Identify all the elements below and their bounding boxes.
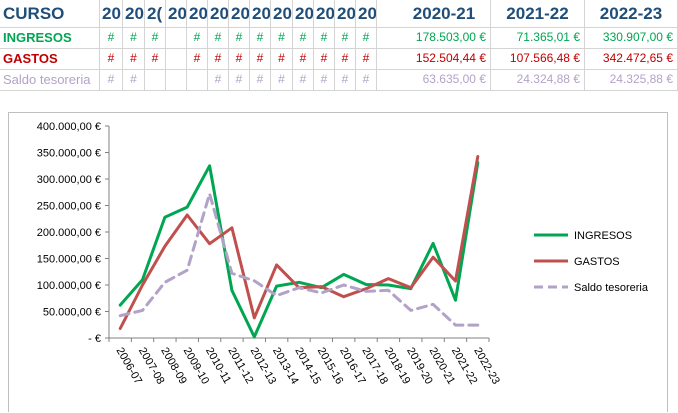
overflow-value-cell[interactable]: # [100, 27, 123, 48]
year-header-cell[interactable]: 20 [208, 0, 229, 27]
y-tick-label: 50.000,00 € [43, 307, 101, 319]
y-tick-label: 100.000,00 € [37, 280, 101, 292]
overflow-value-cell[interactable]: # [335, 69, 356, 90]
year-header-cell[interactable]: 20 [250, 0, 271, 27]
series-line-saldo-tesoreria [118, 192, 480, 327]
overflow-value-cell[interactable]: # [145, 27, 166, 48]
y-tick-label: 350.000,00 € [37, 148, 101, 160]
row-label-cell[interactable]: GASTOS [0, 48, 100, 69]
legend-label: INGRESOS [574, 230, 632, 242]
year-header-2020-21[interactable]: 2020-21 [398, 0, 491, 27]
overflow-value-cell[interactable]: # [271, 48, 293, 69]
overflow-value-cell[interactable]: # [293, 27, 314, 48]
overflow-value-cell[interactable]: # [229, 69, 250, 90]
year-header-2022-23[interactable]: 2022-23 [585, 0, 678, 27]
overflow-value-cell[interactable]: # [229, 48, 250, 69]
overflow-value-cell[interactable] [187, 69, 208, 90]
overflow-value-cell[interactable]: # [123, 48, 145, 69]
overflow-value-cell[interactable]: # [250, 48, 271, 69]
overflow-value-cell[interactable] [166, 69, 187, 90]
row-label-cell[interactable]: INGRESOS [0, 27, 100, 48]
gastos-row: GASTOS # # # # # # # # # # # #152.504,44 €107.566,48… [0, 48, 678, 70]
y-tick-label: 300.000,00 € [37, 174, 101, 186]
overflow-value-cell[interactable]: # [293, 48, 314, 69]
overflow-value-cell[interactable]: # [145, 48, 166, 69]
overflow-value-cell[interactable]: # [314, 48, 335, 69]
overflow-value-cell[interactable]: # [314, 27, 335, 48]
currency-value-cell[interactable]: 342.472,65 € [585, 48, 678, 69]
year-header-cell[interactable]: 20 [187, 0, 208, 27]
currency-value-cell[interactable]: 24.325,88 € [585, 69, 678, 90]
overflow-value-cell[interactable]: # [100, 48, 123, 69]
currency-value-cell[interactable]: 71.365,01 € [491, 27, 585, 48]
overflow-value-cell[interactable]: # [250, 27, 271, 48]
year-header-cell[interactable]: 20 [335, 0, 356, 27]
overflow-value-cell[interactable]: # [123, 27, 145, 48]
overflow-value-cell[interactable]: # [208, 27, 229, 48]
year-header-cell[interactable]: 20 [293, 0, 314, 27]
overflow-value-cell[interactable]: # [335, 27, 356, 48]
overflow-value-cell[interactable]: # [187, 27, 208, 48]
series-line-ingresos [118, 161, 480, 339]
year-header-cell[interactable]: 20 [314, 0, 335, 27]
overflow-value-cell[interactable]: # [187, 48, 208, 69]
overflow-value-cell[interactable]: # [100, 69, 123, 90]
currency-value-cell[interactable]: 63.635,00 € [398, 69, 491, 90]
year-header-cell[interactable]: 20 [356, 0, 377, 27]
overflow-value-cell[interactable]: # [250, 69, 271, 90]
series-line-gastos [118, 155, 480, 330]
year-header-cell[interactable]: 20 [166, 0, 187, 27]
currency-value-cell[interactable]: 178.503,00 € [398, 27, 491, 48]
currency-value-cell[interactable]: 107.566,48 € [491, 48, 585, 69]
overflow-value-cell[interactable]: # [293, 69, 314, 90]
year-header-cell[interactable]: 20 [271, 0, 293, 27]
currency-value-cell[interactable]: 152.504,44 € [398, 48, 491, 69]
overflow-value-cell[interactable]: # [356, 48, 377, 69]
ingresos-row: INGRESOS # # # # # # # # # # # #178.503,00 €71.365,0… [0, 27, 678, 49]
overflow-value-cell[interactable]: # [356, 69, 377, 90]
year-header-cell[interactable]: 20 [229, 0, 250, 27]
overflow-value-cell[interactable]: # [271, 27, 293, 48]
y-tick-label: 200.000,00 € [37, 227, 101, 239]
currency-value-cell[interactable]: 24.324,88 € [491, 69, 585, 90]
header-row: CURSO 20 20 2(20 20 20 20 20 20 20 20 20 20 2020-21… [0, 0, 678, 28]
y-tick-label: 250.000,00 € [37, 201, 101, 213]
y-tick-label: 150.000,00 € [37, 254, 101, 266]
saldo-row: Saldo tesoreria # # # # # # # # # #63.635,00 €24.3… [0, 69, 678, 91]
overflow-value-cell[interactable] [145, 69, 166, 90]
y-tick-label: - € [88, 333, 101, 345]
year-header-cell[interactable]: 20 [100, 0, 123, 27]
overflow-value-cell[interactable]: # [314, 69, 335, 90]
legend-label: Saldo tesoreria [574, 282, 649, 294]
overflow-value-cell[interactable]: # [123, 69, 145, 90]
overflow-value-cell[interactable]: # [271, 69, 293, 90]
overflow-value-cell[interactable]: # [356, 27, 377, 48]
year-header-2021-22[interactable]: 2021-22 [491, 0, 585, 27]
overflow-value-cell[interactable]: # [208, 48, 229, 69]
overflow-value-cell[interactable]: # [335, 48, 356, 69]
currency-value-cell[interactable]: 330.907,00 € [585, 27, 678, 48]
y-tick-label: 400.000,00 € [37, 121, 101, 133]
curso-header-cell[interactable]: CURSO [0, 0, 100, 27]
chart-canvas: 400.000,00 € 350.000,00 € 300.000,00 € 250.… [37, 121, 649, 386]
overflow-value-cell[interactable] [166, 27, 187, 48]
overflow-value-cell[interactable]: # [208, 69, 229, 90]
row-label-cell[interactable]: Saldo tesoreria [0, 69, 100, 90]
legend-label: GASTOS [574, 256, 620, 268]
year-header-cell[interactable]: 2( [145, 0, 166, 27]
overflow-value-cell[interactable] [166, 48, 187, 69]
overflow-value-cell[interactable]: # [229, 27, 250, 48]
year-header-cell[interactable]: 20 [123, 0, 145, 27]
line-chart[interactable]: 400.000,00 € 350.000,00 € 300.000,00 € 250.… [8, 112, 668, 412]
